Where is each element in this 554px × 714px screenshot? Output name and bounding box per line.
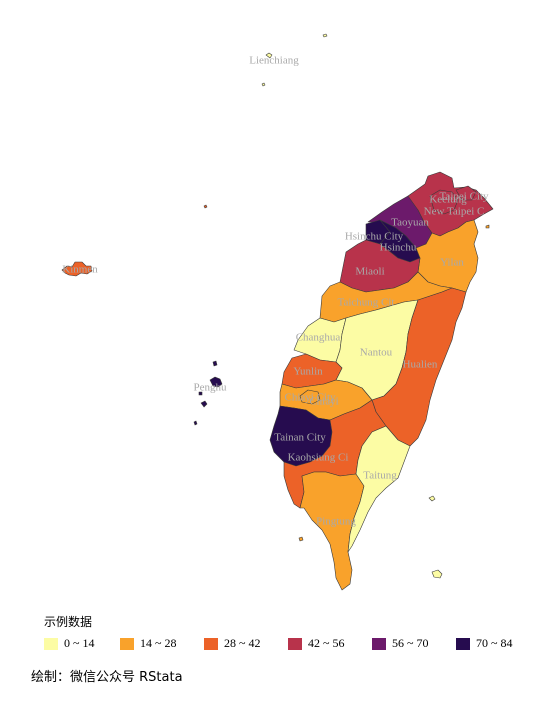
legend-item: 0 ~ 14: [44, 636, 120, 651]
label-chiayi-city: Chiayi City: [284, 392, 336, 404]
region-hualien[interactable]: [371, 287, 467, 447]
region-kinmen[interactable]: [61, 261, 93, 277]
label-hsinchu: Hsinchu: [380, 242, 417, 254]
legend-item: 14 ~ 28: [120, 636, 204, 651]
legend-label: 42 ~ 56: [308, 636, 345, 650]
label-hsinchu-city: Hsinchu City: [345, 231, 404, 243]
label-taipei: Taipei City: [439, 191, 489, 203]
region-penghu[interactable]: [193, 360, 223, 426]
legend-swatch: [120, 637, 134, 650]
legend-items: 0 ~ 14 14 ~ 28 28 ~ 42 42 ~ 56 56 ~ 70 7…: [44, 636, 540, 651]
label-penghu: Penghu: [194, 382, 228, 394]
legend-label: 56 ~ 70: [392, 636, 429, 650]
region-orchid-island: [431, 569, 443, 579]
legend-item: 70 ~ 84: [456, 636, 540, 651]
legend-swatch: [44, 637, 58, 650]
legend-label: 14 ~ 28: [140, 636, 177, 650]
region-taitung[interactable]: [347, 425, 411, 553]
label-tainan: Tainan City: [274, 432, 326, 444]
label-yunlin: Yunlin: [293, 366, 323, 378]
caption: 绘制：微信公众号 RStata: [31, 670, 183, 685]
legend-label: 70 ~ 84: [476, 636, 513, 650]
label-taoyuan: Taoyuan: [391, 217, 429, 229]
label-keelung: Keelung: [429, 194, 467, 206]
legend: 示例数据 0 ~ 14 14 ~ 28 28 ~ 42 42 ~ 56 56 ~…: [44, 613, 540, 651]
legend-label: 28 ~ 42: [224, 636, 261, 650]
region-taipei[interactable]: [429, 189, 459, 215]
region-liuqiu: [298, 536, 304, 542]
legend-swatch: [288, 637, 302, 650]
legend-swatch: [372, 637, 386, 650]
legend-item: 42 ~ 56: [288, 636, 372, 651]
label-nantou: Nantou: [360, 347, 393, 359]
label-new-taipei: New Taipei C: [424, 206, 485, 218]
label-kaohsiung: Kaohsiung Ci: [288, 452, 349, 464]
label-taitung: Taitung: [363, 470, 397, 482]
label-changhua: Changhua: [296, 332, 341, 344]
label-hualien: Hualien: [403, 359, 438, 371]
legend-swatch: [204, 637, 218, 650]
region-guishan: [485, 224, 490, 229]
legend-item: 56 ~ 70: [372, 636, 456, 651]
label-lienchiang: Lienchiang: [249, 55, 299, 67]
label-kinmen: Kinmen: [62, 264, 98, 276]
islet-marker: [203, 204, 208, 209]
legend-title: 示例数据: [44, 615, 93, 629]
region-lienchiang[interactable]: [261, 33, 328, 87]
legend-swatch: [456, 637, 470, 650]
label-pingtung: Pingtung: [316, 516, 356, 528]
label-miaoli: Miaoli: [355, 266, 384, 278]
region-chiayi-city[interactable]: [299, 389, 321, 405]
legend-label: 0 ~ 14: [64, 636, 95, 650]
legend-item: 28 ~ 42: [204, 636, 288, 651]
label-yilan: Yilan: [440, 257, 464, 269]
region-keelung[interactable]: [455, 185, 477, 201]
region-green-island: [428, 495, 436, 502]
label-chiayi: Chiayi: [309, 396, 338, 408]
label-taichung: Taichung Cit: [338, 297, 395, 309]
